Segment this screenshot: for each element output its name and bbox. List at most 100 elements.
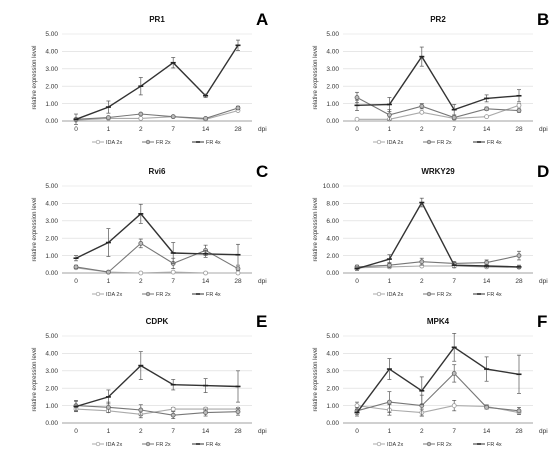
data-point: [106, 115, 111, 120]
x-tick-label: 7: [452, 428, 456, 435]
data-point: [235, 409, 241, 415]
data-point: [203, 270, 209, 276]
y-tick-label: 5.00: [45, 333, 58, 340]
y-tick-label: 0.00: [326, 420, 339, 427]
legend-marker: [376, 441, 382, 447]
x-tick-label: 14: [483, 278, 491, 285]
data-point: [451, 115, 457, 120]
x-axis-label: dpi: [539, 428, 548, 435]
data-point: [354, 116, 360, 122]
y-tick-label: 2.00: [45, 83, 58, 90]
legend-marker: [145, 441, 151, 447]
legend-item: IDA 2x: [373, 441, 403, 448]
data-point: [235, 266, 241, 272]
x-tick-label: 7: [452, 278, 456, 285]
legend-item: IDA 2x: [92, 441, 122, 448]
legend-item: FR 2x: [142, 139, 171, 146]
y-tick-label: 1.00: [45, 253, 58, 260]
y-tick-label: 3.00: [45, 368, 58, 375]
legend-label: FR 4x: [206, 442, 221, 448]
data-point: [73, 264, 79, 270]
series-line: [356, 346, 520, 414]
y-tick-label: 3.00: [45, 218, 58, 225]
legend-item: IDA 2x: [373, 139, 403, 146]
y-tick-label: 3.00: [326, 66, 339, 73]
y-tick-label: 0.00: [326, 270, 339, 277]
x-tick-label: 2: [420, 126, 424, 133]
y-tick-label: 3.00: [45, 66, 58, 73]
y-tick-label: 4.00: [326, 49, 339, 56]
x-tick-label: 1: [388, 278, 392, 285]
y-tick-label: 5.00: [45, 31, 58, 38]
panel-letter: C: [256, 162, 268, 181]
series-line: [75, 107, 239, 120]
series-fr-2x: [354, 91, 522, 121]
legend-item: IDA 2x: [373, 291, 403, 298]
legend-item: FR 2x: [423, 441, 452, 448]
x-tick-label: 1: [107, 126, 111, 133]
y-tick-label: 2.00: [326, 253, 339, 260]
legend-item: FR 2x: [142, 291, 171, 298]
panel-F: 0.00 1.00 2.00 3.00 4.00 5.00 0 1 2 7 14 28 dpi relat…: [313, 312, 548, 448]
legend-label: FR 2x: [156, 140, 171, 146]
data-point: [138, 407, 144, 413]
y-tick-label: 3.00: [326, 368, 339, 375]
y-axis-label: relative expression level: [313, 197, 319, 261]
legend-marker: [426, 441, 432, 447]
data-point: [516, 102, 522, 108]
data-point: [484, 106, 490, 112]
data-point: [387, 399, 392, 405]
x-axis-label: dpi: [258, 126, 267, 133]
series-line: [357, 104, 520, 120]
x-axis-label: dpi: [258, 278, 267, 285]
x-tick-label: 1: [388, 126, 392, 133]
legend-label: FR 2x: [156, 442, 171, 448]
legend-label: FR 4x: [206, 140, 221, 146]
y-tick-label: 10.00: [323, 183, 340, 190]
x-tick-label: 7: [452, 126, 456, 133]
chart-title: MPK4: [427, 317, 450, 326]
x-tick-label: 14: [202, 278, 210, 285]
data-point: [138, 115, 144, 121]
x-tick-label: 28: [234, 428, 242, 435]
panel-D: 0.00 2.00 4.00 6.00 8.00 10.00 0 1 2 7 14 28 dpi rela…: [313, 162, 549, 298]
x-tick-label: 14: [483, 126, 491, 133]
y-tick-label: 1.00: [326, 403, 339, 410]
chart-title: PR1: [149, 15, 165, 24]
data-point: [138, 111, 144, 117]
chart-title: WRKY29: [421, 167, 455, 176]
data-point: [203, 115, 209, 121]
series-line: [75, 44, 239, 120]
legend-label: FR 4x: [487, 292, 502, 298]
x-tick-label: 1: [107, 428, 111, 435]
series-line: [75, 405, 239, 416]
legend-marker: [95, 291, 101, 297]
x-tick-label: 0: [74, 428, 78, 435]
x-tick-label: 1: [388, 428, 392, 435]
legend-label: FR 2x: [437, 140, 452, 146]
y-axis-label: relative expression level: [313, 347, 319, 411]
x-tick-label: 2: [420, 278, 424, 285]
x-tick-label: 28: [515, 428, 523, 435]
panel-letter: D: [537, 162, 549, 181]
legend-label: IDA 2x: [106, 442, 122, 448]
series-line: [356, 55, 520, 111]
panel-letter: E: [256, 312, 267, 331]
y-tick-label: 2.00: [326, 385, 339, 392]
data-point: [419, 103, 425, 109]
data-point: [170, 406, 176, 412]
x-tick-label: 28: [234, 126, 242, 133]
x-tick-label: 0: [355, 278, 359, 285]
series-fr-4x: [354, 46, 522, 116]
x-tick-label: 14: [202, 126, 210, 133]
legend-label: IDA 2x: [106, 292, 122, 298]
data-point: [106, 404, 111, 410]
legend-label: FR 2x: [437, 442, 452, 448]
panel-letter: B: [537, 10, 549, 29]
legend-label: FR 2x: [437, 292, 452, 298]
legend-item: FR 4x: [473, 140, 502, 146]
y-tick-label: 4.00: [45, 49, 58, 56]
legend-marker: [145, 291, 151, 297]
y-tick-label: 6.00: [326, 218, 339, 225]
